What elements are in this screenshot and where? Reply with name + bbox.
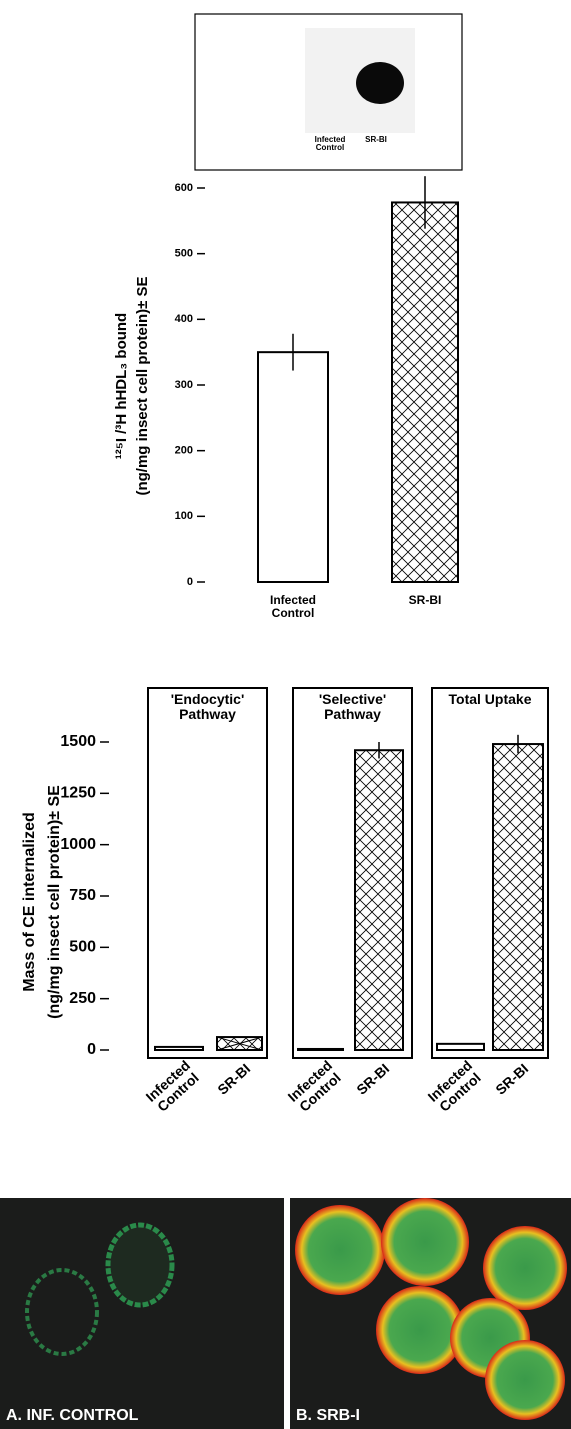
bar <box>258 352 328 582</box>
y-axis-label: (ng/mg insect cell protein)± SE <box>134 276 151 495</box>
y-axis-label: ¹²⁵I /³H hHDL₃ bound <box>113 313 130 459</box>
bar <box>437 1044 484 1050</box>
y-tick-label: 250 <box>69 990 96 1007</box>
bar <box>392 202 458 582</box>
panel-title: 'Endocytic' Pathway <box>153 692 262 721</box>
x-tick-label: Infected Control <box>261 594 325 619</box>
y-tick-label: 0 <box>187 576 193 588</box>
blot-band <box>356 62 404 104</box>
blot-label: Infected Control <box>312 136 348 153</box>
y-tick-label: 500 <box>175 248 193 260</box>
y-tick-label: 1250 <box>60 785 96 802</box>
bar <box>493 744 543 1050</box>
panel-title: Total Uptake <box>437 692 543 707</box>
y-tick-label: 100 <box>175 510 193 522</box>
caption: B. SRB-I <box>296 1407 360 1424</box>
caption: A. INF. CONTROL <box>6 1407 139 1424</box>
y-axis-label: (ng/mg insect cell protein)± SE <box>46 785 63 1019</box>
bar <box>155 1047 203 1050</box>
y-tick-label: 600 <box>175 182 193 194</box>
bar <box>355 750 403 1050</box>
y-tick-label: 300 <box>175 379 193 391</box>
figure: A. INF. CONTROL B. SRB-I 0 100 200 300 400 500 6… <box>0 0 571 1429</box>
y-tick-label: 500 <box>69 939 96 956</box>
y-tick-label: 1500 <box>60 733 96 750</box>
y-axis-label: Mass of CE internalized <box>21 812 38 992</box>
y-tick-label: 200 <box>175 445 193 457</box>
y-tick-label: 750 <box>69 887 96 904</box>
page: {"blot": {"labels": ["Infected Control",… <box>0 0 571 1429</box>
cell <box>108 1225 172 1305</box>
y-tick-label: 1000 <box>60 836 96 853</box>
x-tick-label: SR-BI <box>393 594 457 607</box>
panel-title: 'Selective' Pathway <box>298 692 407 721</box>
blot-label: SR-BI <box>358 136 394 144</box>
y-tick-label: 0 <box>87 1041 96 1058</box>
y-tick-label: 400 <box>175 313 193 325</box>
bar <box>298 1049 343 1050</box>
panel-frame <box>148 688 267 1058</box>
